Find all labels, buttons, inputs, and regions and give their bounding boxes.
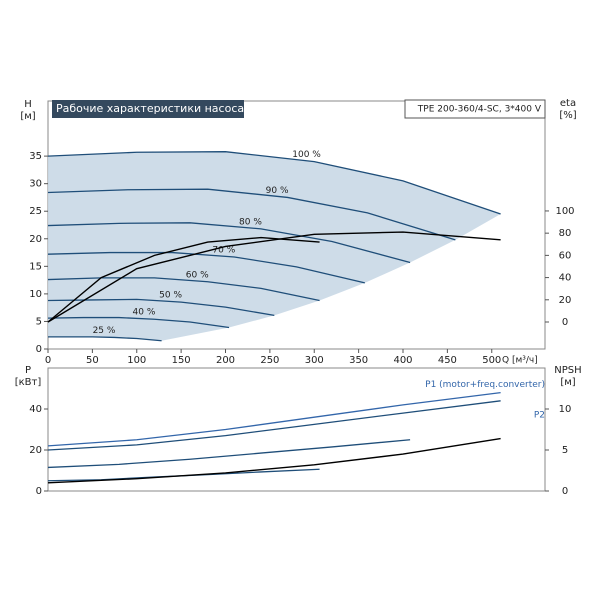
- y2-tick-label: 100: [555, 206, 574, 217]
- y-tick-label: 40: [29, 404, 42, 415]
- series-label: 25 %: [93, 326, 116, 336]
- y2-axis-label: eta: [560, 98, 576, 109]
- series-line: [47, 236, 320, 323]
- chart-subtitle: TPE 200-360/4-SC, 3*400 V: [417, 105, 542, 115]
- y-axis-label: H: [24, 99, 32, 110]
- y2-tick-label: 10: [559, 404, 572, 415]
- series-line: [47, 251, 365, 284]
- y-tick-label: 0: [36, 344, 42, 355]
- x-tick-label: 100: [127, 355, 146, 366]
- y2-tick-label: 80: [559, 228, 572, 239]
- legend-label: P1 (motor+freq.converter): [425, 380, 545, 390]
- series-label: 80 %: [239, 217, 262, 227]
- series-line: [47, 188, 456, 241]
- y-tick-label: 20: [29, 445, 42, 456]
- x-tick-label: 350: [349, 355, 368, 366]
- y-axis-unit: [кВт]: [15, 377, 42, 388]
- series-label: 70 %: [212, 245, 235, 255]
- x-tick-label: 200: [216, 355, 235, 366]
- series-line: [47, 222, 411, 264]
- x-axis-label: Q [м³/ч]: [502, 356, 538, 366]
- series-line: [47, 231, 501, 323]
- series-label: 90 %: [266, 186, 289, 196]
- series-line: [47, 391, 501, 447]
- y2-tick-label: 20: [559, 295, 572, 306]
- series-label: 40 %: [133, 308, 156, 318]
- title-box: [52, 100, 244, 118]
- y-axis-unit: [м]: [20, 111, 35, 122]
- x-tick-label: 150: [172, 355, 191, 366]
- series-label: 100 %: [292, 150, 321, 160]
- subtitle-box: [404, 99, 546, 119]
- series-line: [47, 151, 501, 215]
- series-line: [47, 277, 320, 302]
- y2-tick-label: 5: [562, 445, 568, 456]
- y-tick-label: 10: [29, 289, 42, 300]
- series-label: 60 %: [186, 270, 209, 280]
- series-line: [47, 316, 230, 329]
- y-tick-label: 20: [29, 234, 42, 245]
- y-tick-label: 5: [36, 316, 42, 327]
- y2-axis-unit: [м]: [560, 377, 575, 388]
- operating-range: [48, 151, 501, 349]
- y-tick-label: 15: [29, 261, 42, 272]
- x-tick-label: 300: [305, 355, 324, 366]
- series-line: [47, 437, 501, 484]
- x-tick-label: 0: [45, 355, 51, 366]
- x-tick-label: 50: [86, 355, 99, 366]
- x-tick-label: 400: [393, 355, 412, 366]
- y2-tick-label: 0: [562, 486, 568, 497]
- y2-axis-label: NPSH: [554, 365, 581, 376]
- series-line: [48, 336, 162, 342]
- y-axis-label: P: [25, 365, 31, 376]
- x-tick-label: 450: [438, 355, 457, 366]
- chart-title: Рабочие характеристики насоса: [56, 102, 244, 115]
- series-line: [47, 400, 501, 451]
- y-tick-label: 0: [36, 486, 42, 497]
- series-label: 50 %: [159, 291, 182, 301]
- x-tick-label: 500: [482, 355, 501, 366]
- y-tick-label: 30: [29, 179, 42, 190]
- y2-tick-label: 40: [559, 273, 572, 284]
- y-tick-label: 35: [29, 151, 42, 162]
- y2-axis-unit: [%]: [559, 110, 576, 121]
- y-tick-label: 25: [29, 206, 42, 217]
- series-line: [47, 439, 411, 469]
- y2-tick-label: 60: [559, 250, 572, 261]
- y2-tick-label: 0: [562, 317, 568, 328]
- legend-label: P2: [534, 410, 545, 420]
- x-tick-label: 250: [260, 355, 279, 366]
